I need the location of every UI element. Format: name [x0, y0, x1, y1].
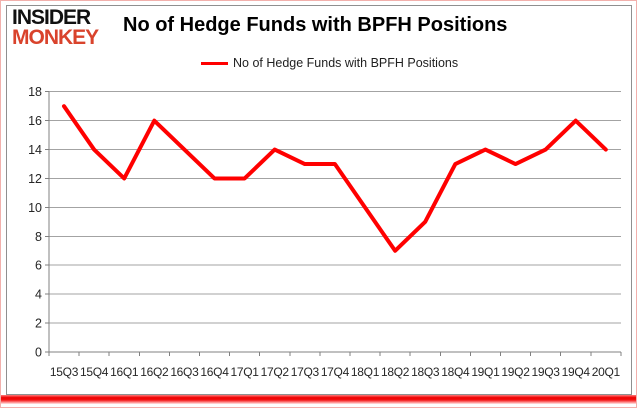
brand-logo: INSIDER MONKEY	[12, 6, 99, 49]
x-tick-label: 18Q2	[381, 365, 410, 379]
x-tick-label: 17Q2	[261, 365, 290, 379]
y-tick-label: 12	[28, 172, 42, 186]
y-tick-label: 18	[28, 85, 42, 99]
x-tick-label: 18Q3	[411, 365, 440, 379]
x-tick-label: 17Q4	[321, 365, 350, 379]
x-tick-label: 19Q1	[471, 365, 500, 379]
y-tick-label: 0	[35, 346, 42, 360]
legend: No of Hedge Funds with BPFH Positions	[201, 56, 458, 70]
x-tick-label: 15Q3	[50, 365, 79, 379]
x-tick-label: 19Q4	[562, 365, 591, 379]
y-tick-label: 2	[35, 317, 42, 331]
brand-line-monkey: MONKEY	[12, 26, 99, 49]
x-tick-label: 16Q1	[110, 365, 139, 379]
legend-label: No of Hedge Funds with BPFH Positions	[233, 56, 459, 70]
y-tick-label: 6	[35, 259, 42, 273]
legend-line-swatch	[201, 61, 228, 65]
y-tick-label: 10	[28, 201, 42, 215]
y-tick-label: 16	[28, 114, 42, 128]
series-line	[62, 104, 608, 253]
x-tick-label: 19Q3	[532, 365, 561, 379]
y-tick-label: 8	[35, 230, 42, 244]
x-tick-label: 15Q4	[80, 365, 109, 379]
x-tick-label: 16Q4	[200, 365, 229, 379]
x-tick-label: 17Q3	[291, 365, 320, 379]
x-tick-label: 16Q3	[170, 365, 199, 379]
y-tick-label: 14	[28, 143, 42, 157]
x-tick-label: 17Q1	[231, 365, 260, 379]
x-tick-label: 18Q1	[351, 365, 380, 379]
bottom-accent-bar	[1, 395, 636, 404]
page-title: No of Hedge Funds with BPFH Positions	[123, 14, 508, 36]
x-tick-label: 16Q2	[140, 365, 169, 379]
brand-line-insider: INSIDER	[12, 6, 91, 29]
x-tick-label: 20Q1	[592, 365, 621, 379]
y-tick-label: 4	[35, 288, 42, 302]
x-tick-label: 19Q2	[501, 365, 530, 379]
x-tick-label: 18Q4	[441, 365, 470, 379]
